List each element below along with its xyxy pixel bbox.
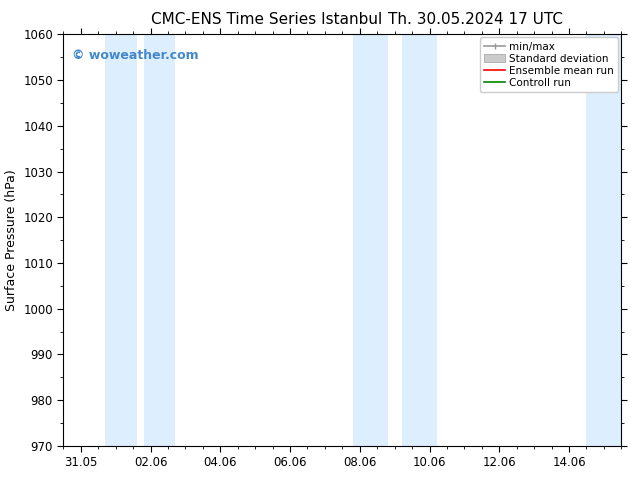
Y-axis label: Surface Pressure (hPa): Surface Pressure (hPa) xyxy=(4,169,18,311)
Text: CMC-ENS Time Series Istanbul: CMC-ENS Time Series Istanbul xyxy=(151,12,382,27)
Bar xyxy=(105,34,137,446)
Text: Th. 30.05.2024 17 UTC: Th. 30.05.2024 17 UTC xyxy=(388,12,563,27)
Legend: min/max, Standard deviation, Ensemble mean run, Controll run: min/max, Standard deviation, Ensemble me… xyxy=(480,37,618,92)
Bar xyxy=(586,34,621,446)
Bar xyxy=(402,34,436,446)
Bar xyxy=(353,34,388,446)
Text: © woweather.com: © woweather.com xyxy=(72,49,198,62)
Bar xyxy=(143,34,175,446)
